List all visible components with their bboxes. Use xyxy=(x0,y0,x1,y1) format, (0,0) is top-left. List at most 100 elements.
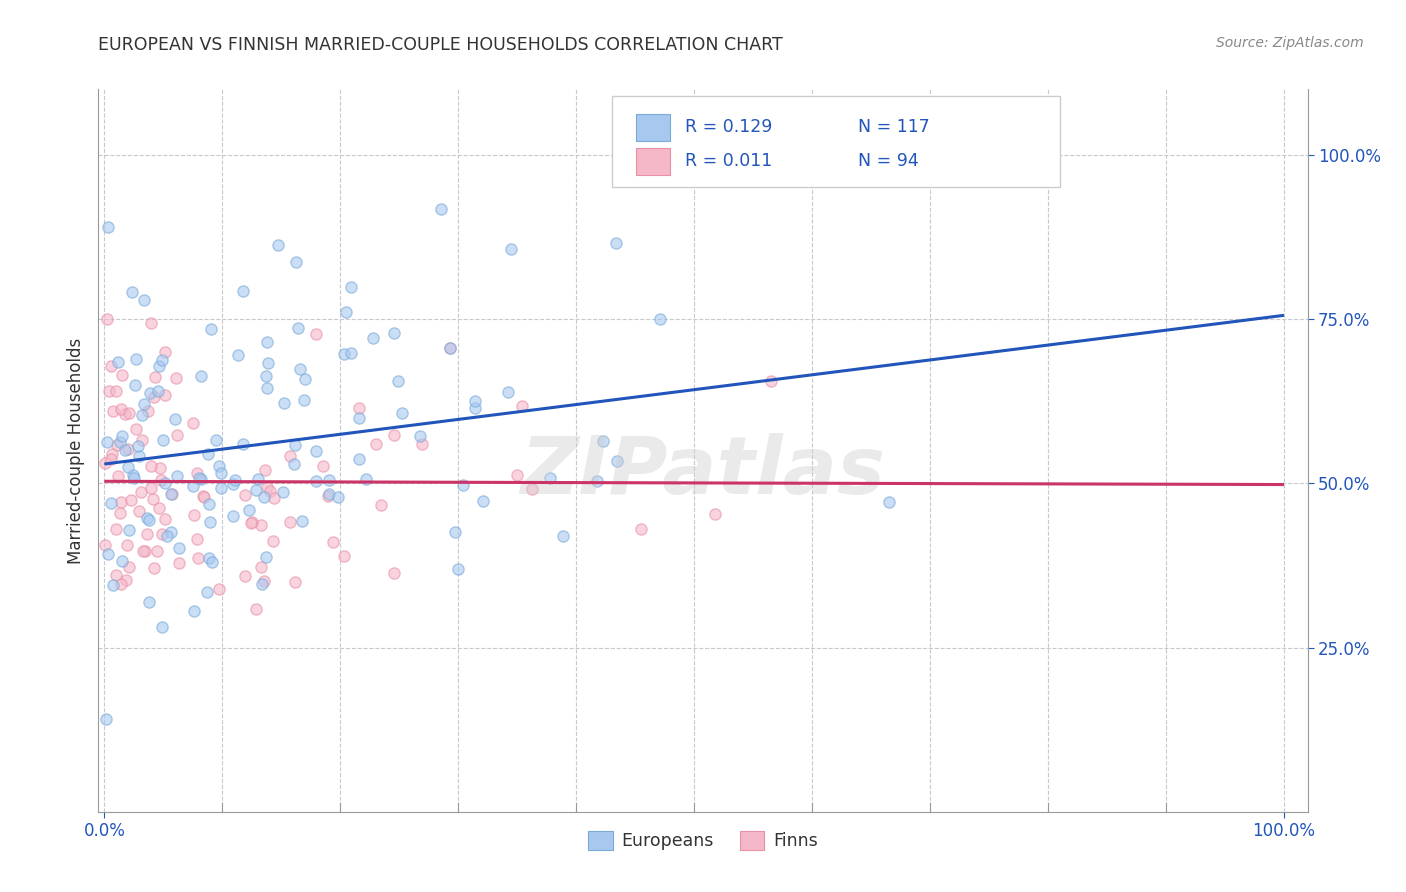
Point xyxy=(447,562,470,576)
Point xyxy=(143,370,166,384)
Point xyxy=(149,460,172,475)
Point xyxy=(167,541,190,555)
Point xyxy=(254,368,277,383)
Point xyxy=(284,438,307,452)
Point xyxy=(208,458,231,473)
Point xyxy=(114,407,136,421)
Point xyxy=(287,321,309,335)
Point xyxy=(256,335,278,350)
Point xyxy=(108,506,131,520)
Point xyxy=(190,369,212,384)
Point xyxy=(648,312,671,326)
Point xyxy=(160,524,183,539)
Point xyxy=(510,399,533,413)
Point xyxy=(150,473,173,487)
Point xyxy=(124,377,146,392)
Point xyxy=(201,555,224,569)
Point xyxy=(429,202,451,216)
Point xyxy=(110,402,132,417)
Text: N = 94: N = 94 xyxy=(858,153,918,170)
Point xyxy=(96,434,118,449)
Point xyxy=(138,595,160,609)
Point xyxy=(759,375,782,389)
Point xyxy=(496,384,519,399)
Point xyxy=(605,235,627,250)
Point xyxy=(153,512,176,526)
FancyBboxPatch shape xyxy=(637,148,671,175)
Point xyxy=(253,574,276,589)
Point xyxy=(146,544,169,558)
Point xyxy=(197,447,219,461)
Point xyxy=(232,436,254,450)
Point xyxy=(224,473,246,487)
Y-axis label: Married-couple Households: Married-couple Households xyxy=(66,337,84,564)
Point xyxy=(340,346,363,360)
Point xyxy=(129,485,152,500)
Point xyxy=(159,487,181,501)
Point xyxy=(105,568,128,582)
Point xyxy=(183,508,205,522)
Point xyxy=(118,523,141,537)
Point xyxy=(124,471,146,485)
Point xyxy=(155,388,177,402)
Point xyxy=(198,550,221,565)
Text: Source: ZipAtlas.com: Source: ZipAtlas.com xyxy=(1216,36,1364,50)
Point xyxy=(100,496,122,510)
Legend: Europeans, Finns: Europeans, Finns xyxy=(582,824,824,857)
Point xyxy=(111,368,134,382)
Point xyxy=(245,601,267,615)
Point xyxy=(283,458,305,472)
Point xyxy=(187,550,209,565)
Point xyxy=(150,527,173,541)
Point xyxy=(585,474,607,488)
Point xyxy=(150,353,173,368)
Point xyxy=(312,459,335,474)
Point xyxy=(290,514,312,528)
Point xyxy=(139,459,162,474)
Point xyxy=(443,524,465,539)
Point xyxy=(233,569,256,583)
Point xyxy=(183,416,205,430)
Point xyxy=(232,284,254,298)
FancyBboxPatch shape xyxy=(613,96,1060,186)
Point xyxy=(136,404,159,418)
Point xyxy=(152,433,174,447)
Point xyxy=(186,533,208,547)
Point xyxy=(464,393,486,408)
Point xyxy=(370,499,392,513)
Point xyxy=(93,538,115,552)
Point xyxy=(318,489,340,503)
Point xyxy=(305,326,328,341)
Point xyxy=(222,509,245,524)
Point xyxy=(305,444,328,458)
Point xyxy=(128,504,150,518)
Point xyxy=(382,427,405,442)
Point xyxy=(322,534,344,549)
Point xyxy=(592,434,614,449)
Point xyxy=(250,577,273,591)
Point xyxy=(285,255,308,269)
Point xyxy=(186,466,208,480)
Point xyxy=(138,513,160,527)
Point xyxy=(262,534,284,549)
Point xyxy=(105,438,128,452)
Point xyxy=(538,471,561,485)
Point xyxy=(288,361,311,376)
Point xyxy=(107,469,129,483)
Point xyxy=(120,493,142,508)
Point xyxy=(118,406,141,420)
Point xyxy=(107,355,129,369)
Point xyxy=(271,484,294,499)
Point xyxy=(198,497,221,511)
Point xyxy=(127,439,149,453)
Point xyxy=(132,293,155,308)
Point xyxy=(391,406,413,420)
Point xyxy=(520,482,543,496)
Text: EUROPEAN VS FINNISH MARRIED-COUPLE HOUSEHOLDS CORRELATION CHART: EUROPEAN VS FINNISH MARRIED-COUPLE HOUSE… xyxy=(98,36,783,54)
Point xyxy=(204,433,226,447)
Point xyxy=(387,375,409,389)
Point xyxy=(134,544,156,558)
Point xyxy=(111,429,134,443)
Point xyxy=(304,474,326,488)
Point xyxy=(333,347,356,361)
